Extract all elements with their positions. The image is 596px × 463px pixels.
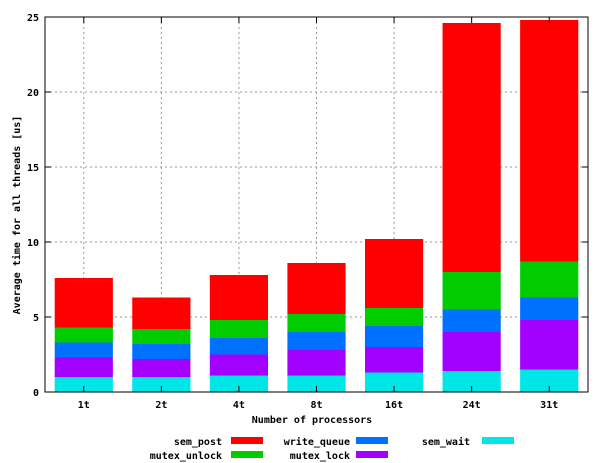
bar-mutex_lock-16t: [364, 347, 424, 373]
bar-write_queue-8t: [287, 332, 346, 350]
y-tick-label: 25: [27, 13, 39, 24]
bar-write_queue-31t: [520, 297, 579, 320]
bar-sem_wait-4t: [209, 375, 269, 392]
bar-mutex_lock-4t: [209, 354, 269, 376]
bar-write_queue-1t: [54, 342, 113, 358]
y-tick-label: 5: [33, 313, 39, 324]
bar-sem_wait-8t: [287, 375, 346, 392]
bar-mutex_unlock-16t: [364, 308, 424, 326]
x-axis-label: Number of processors: [252, 415, 372, 426]
y-tick-label: 20: [27, 88, 39, 99]
bar-sem_post-4t: [209, 275, 269, 320]
bar-sem_wait-16t: [364, 372, 424, 392]
bar-mutex_unlock-24t: [442, 272, 501, 310]
x-tick-label: 8t: [310, 400, 322, 411]
legend-label-mutex_lock: mutex_lock: [290, 451, 350, 462]
y-tick-label: 0: [33, 388, 39, 399]
x-tick-label: 24t: [463, 400, 481, 411]
legend-swatch-mutex_unlock: [231, 451, 263, 458]
bar-sem_wait-24t: [442, 371, 501, 392]
bar-sem_post-8t: [287, 263, 346, 314]
bar-write_queue-2t: [132, 344, 191, 359]
bar-mutex_unlock-2t: [132, 329, 191, 344]
x-tick-label: 1t: [78, 400, 90, 411]
y-tick-label: 10: [27, 238, 39, 249]
bar-mutex_lock-24t: [442, 332, 501, 371]
bar-write_queue-24t: [442, 309, 501, 332]
legend-swatch-sem_wait: [482, 437, 514, 444]
bar-mutex_lock-8t: [287, 350, 346, 376]
legend-label-sem_wait: sem_wait: [422, 436, 470, 448]
tick-labels: 0 5 10 15 20 25 1t 2t 4t 8t 16t 24t 31t: [27, 13, 558, 411]
x-tick-label: 2t: [155, 400, 167, 411]
bar-sem_post-31t: [520, 20, 579, 262]
bars: [54, 20, 579, 392]
y-axis-label: Average time for all threads [us]: [11, 116, 23, 315]
bar-sem_post-2t: [132, 297, 191, 329]
bar-sem_post-24t: [442, 23, 501, 272]
bar-sem_wait-2t: [132, 377, 191, 392]
bar-sem_post-1t: [54, 278, 113, 328]
legend-swatch-write_queue: [356, 437, 388, 444]
legend-swatch-sem_post: [231, 437, 263, 444]
bar-mutex_lock-2t: [132, 359, 191, 377]
legend-label-mutex_unlock: mutex_unlock: [150, 451, 222, 462]
bar-write_queue-4t: [209, 338, 269, 355]
axes: [44, 16, 589, 393]
x-tick-label: 31t: [540, 400, 558, 411]
legend: sem_post write_queue sem_wait mutex_unlock m…: [150, 436, 514, 462]
bar-sem_wait-1t: [54, 377, 113, 392]
bar-write_queue-16t: [364, 326, 424, 347]
y-tick-label: 15: [27, 163, 39, 174]
bar-mutex_unlock-4t: [209, 320, 269, 338]
legend-label-write_queue: write_queue: [284, 436, 350, 448]
bar-mutex_unlock-1t: [54, 327, 113, 343]
bar-mutex_lock-31t: [520, 320, 579, 370]
legend-label-sem_post: sem_post: [174, 437, 222, 448]
x-tick-label: 16t: [385, 400, 403, 411]
x-tick-label: 4t: [233, 400, 245, 411]
bar-mutex_unlock-8t: [287, 314, 346, 332]
bar-mutex_lock-1t: [54, 357, 113, 377]
legend-swatch-mutex_lock: [356, 451, 388, 458]
bar-sem_post-16t: [364, 239, 424, 308]
bar-mutex_unlock-31t: [520, 261, 579, 298]
bar-sem_wait-31t: [520, 369, 579, 392]
